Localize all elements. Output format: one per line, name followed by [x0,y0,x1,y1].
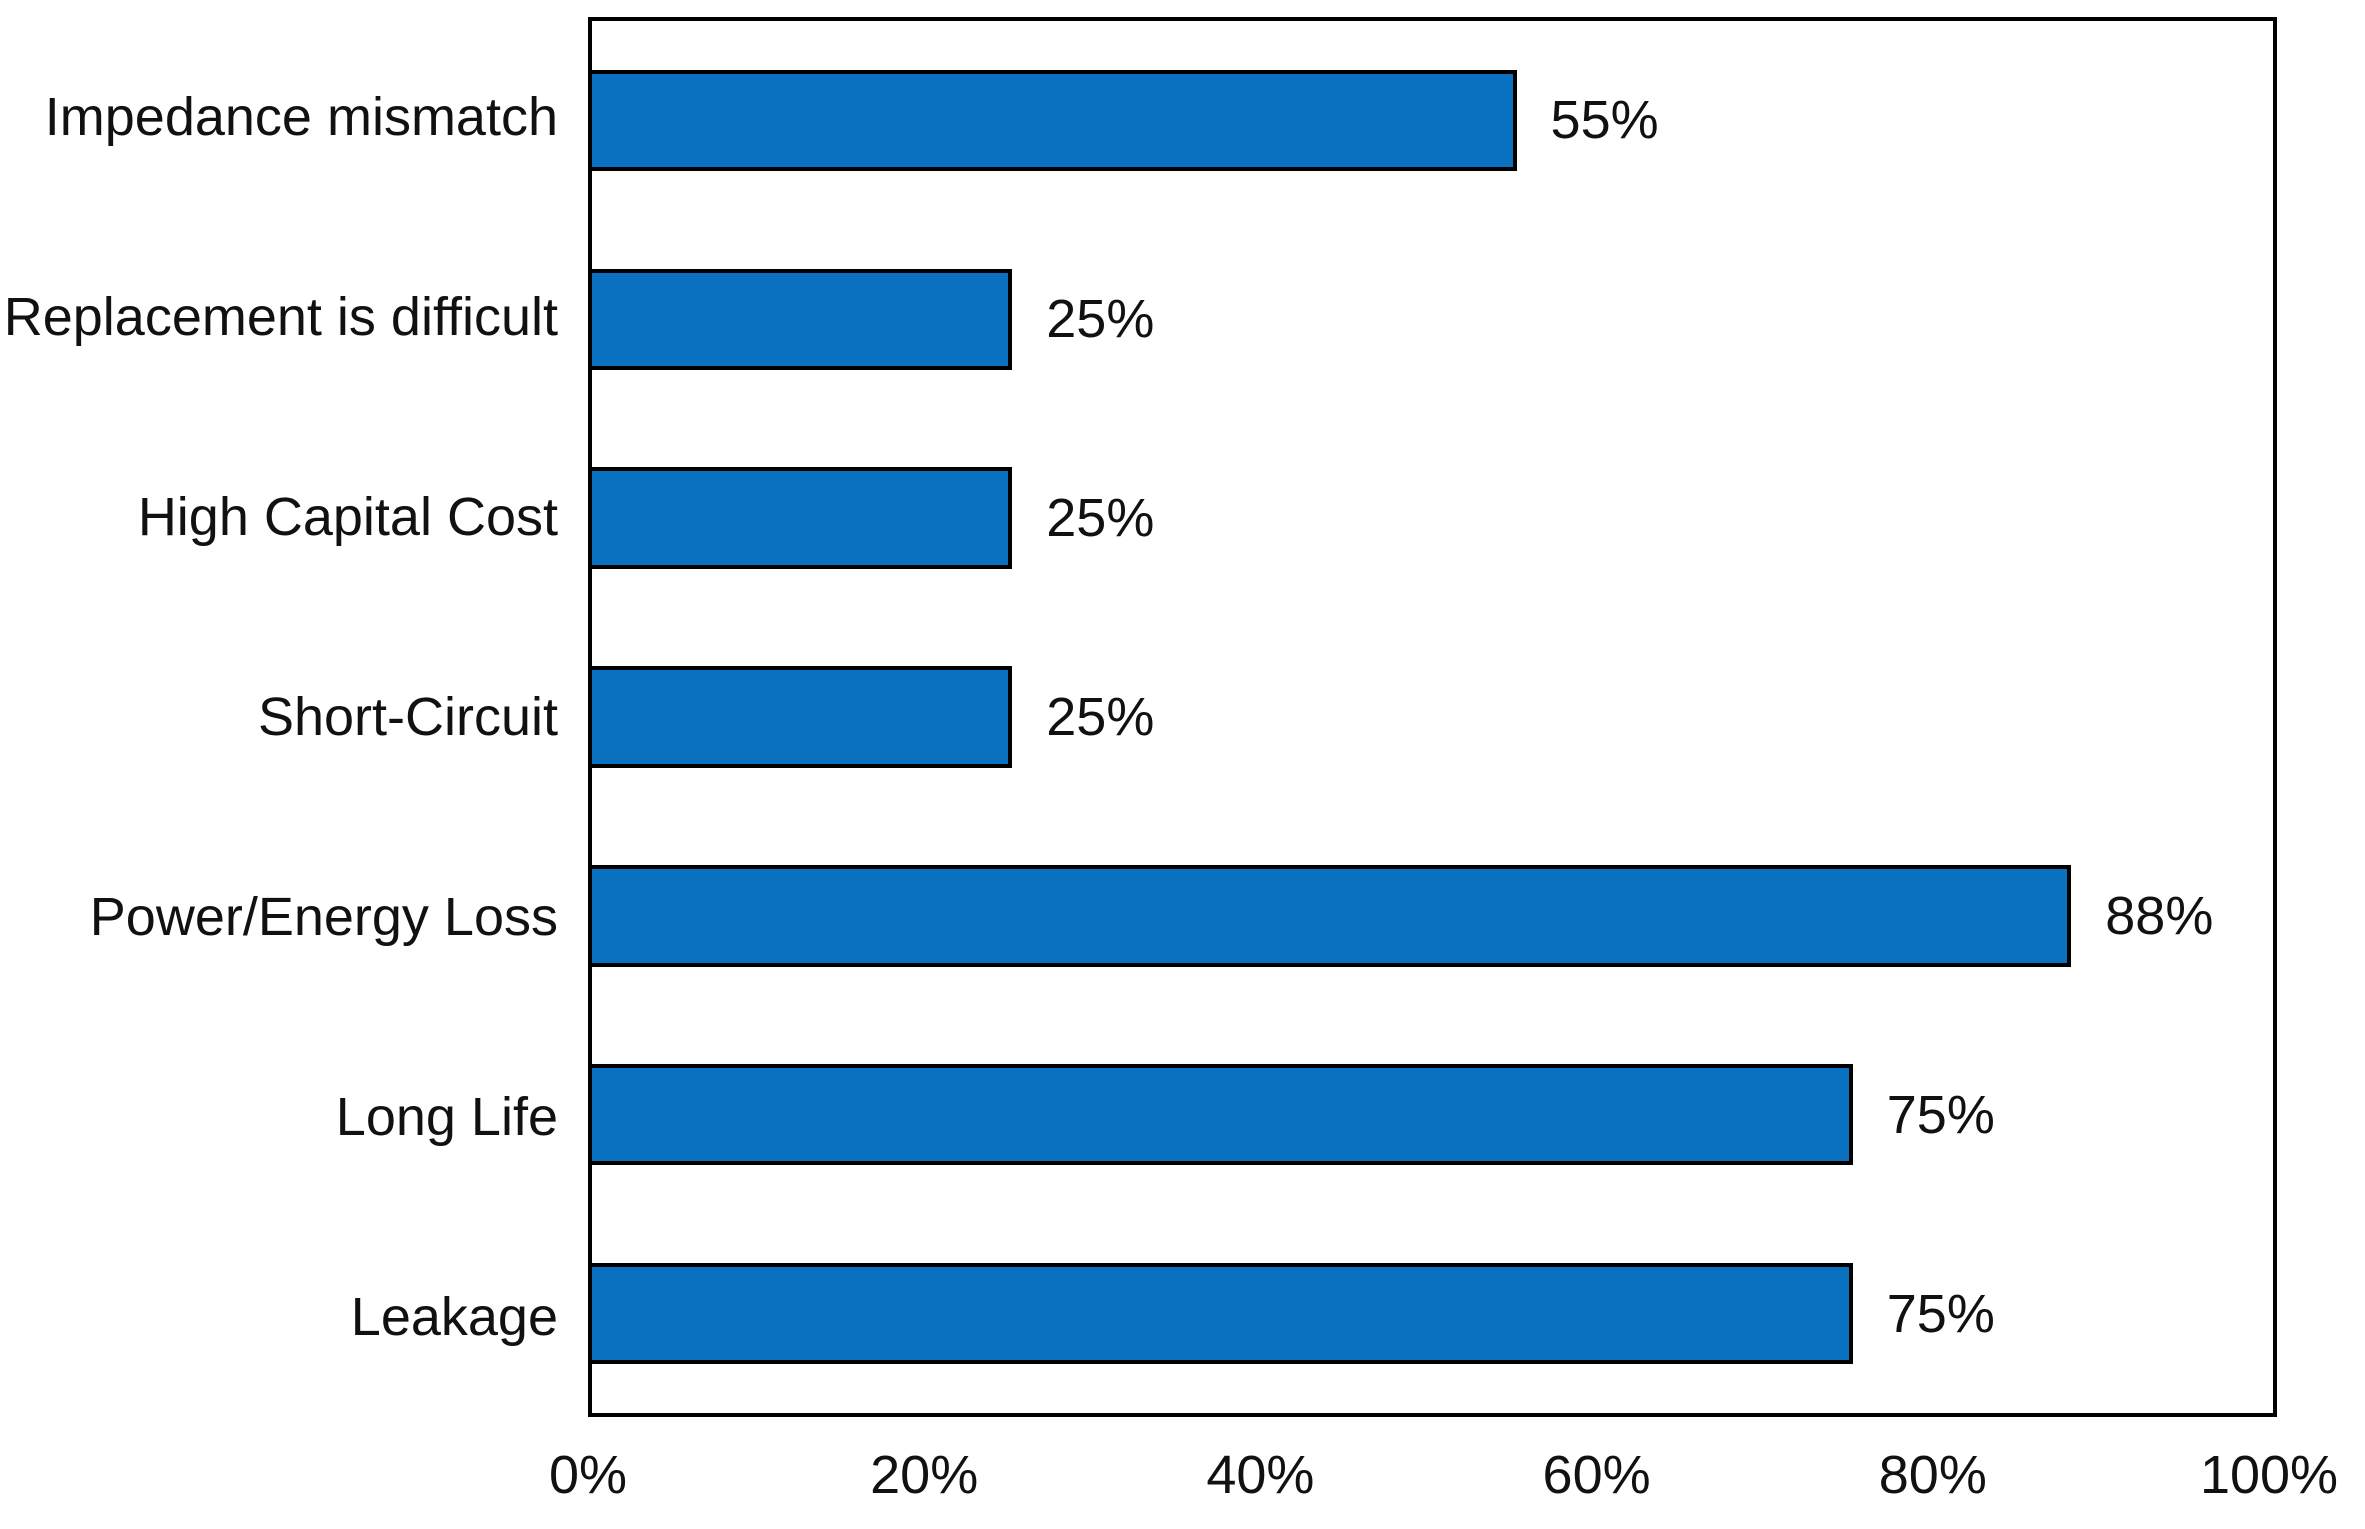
x-tick-label: 60% [1542,1445,1651,1505]
category-label: Short-Circuit [257,687,558,747]
bar [592,1262,1853,1365]
category-label-row: Short-Circuit [0,617,558,817]
category-label-row: Replacement is difficult [0,217,558,417]
bar [592,865,2072,967]
bar-row: 75% [592,1214,2273,1413]
category-label-row: High Capital Cost [0,417,558,617]
bar-row: 88% [592,816,2273,1015]
category-label: Power/Energy Loss [89,887,558,947]
value-label: 55% [1550,90,1659,151]
category-label-row: Impedance mismatch [0,17,558,217]
bar-row: 25% [592,618,2273,817]
category-label-row: Leakage [0,1217,558,1417]
x-axis: 0% 20% 40% 60% 80% 100% [549,1444,2338,1514]
category-label: Impedance mismatch [44,87,558,147]
bar [592,467,1013,569]
bar-row: 55% [592,21,2273,220]
value-label: 25% [1046,289,1155,350]
category-label: Long Life [335,1087,558,1147]
category-label: High Capital Cost [137,487,558,547]
bar-row: 25% [592,419,2273,618]
bar-row: 25% [592,220,2273,419]
x-tick-label: 100% [2199,1445,2339,1505]
category-label-row: Power/Energy Loss [0,817,558,1017]
bar [592,69,1517,172]
bar [592,1063,1853,1166]
category-label-row: Long Life [0,1017,558,1217]
category-label: Leakage [350,1287,558,1347]
x-tick-label: 0% [548,1445,628,1505]
value-label: 25% [1046,488,1155,549]
value-label: 75% [1886,1283,1995,1344]
value-label: 75% [1886,1084,1995,1145]
bar [592,268,1013,370]
x-tick-label: 40% [1206,1445,1315,1505]
value-label: 25% [1046,686,1155,747]
x-tick-label: 20% [870,1445,979,1505]
bar [592,666,1013,768]
bar-row: 75% [592,1015,2273,1214]
category-label: Replacement is difficult [3,287,558,347]
plot-inner: 55% 25% 25% 25% 88% 75% 75% [592,21,2273,1413]
category-axis: Impedance mismatch Replacement is difficu… [0,17,558,1417]
value-label: 88% [2105,885,2214,946]
x-tick-label: 80% [1878,1445,1987,1505]
plot-area: 55% 25% 25% 25% 88% 75% 75% [588,17,2277,1417]
